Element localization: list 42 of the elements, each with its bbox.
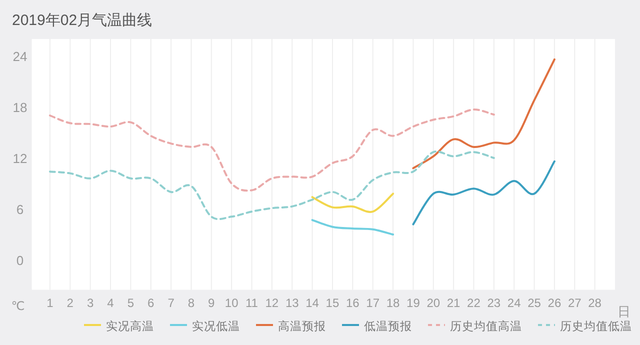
x-tick-label: 28 xyxy=(588,296,602,310)
x-tick-label: 7 xyxy=(168,296,175,310)
x-tick-label: 22 xyxy=(467,296,481,310)
y-tick-label: 18 xyxy=(12,100,28,115)
legend-label: 实况高温 xyxy=(106,319,154,333)
x-tick-label: 1 xyxy=(46,296,54,310)
legend-label: 实况低温 xyxy=(192,319,240,333)
legend-label: 历史均值高温 xyxy=(450,319,522,333)
y-tick-label: 0 xyxy=(16,253,24,268)
legend-label: 高温预报 xyxy=(278,319,326,333)
x-tick-label: 18 xyxy=(386,296,400,310)
x-axis-title: 日 xyxy=(618,304,630,319)
x-tick-label: 2 xyxy=(66,296,74,310)
x-tick-label: 14 xyxy=(306,296,320,310)
x-tick-label: 17 xyxy=(366,296,380,310)
x-tick-label: 6 xyxy=(148,296,155,310)
y-tick-label: 12 xyxy=(12,151,28,166)
x-tick-label: 10 xyxy=(224,296,239,310)
x-tick-label: 4 xyxy=(107,296,114,310)
x-tick-label: 23 xyxy=(487,296,501,310)
x-tick-label: 11 xyxy=(246,296,258,310)
y-tick-label: 24 xyxy=(12,49,28,64)
legend-label: 历史均值低温 xyxy=(560,320,632,333)
x-tick-label: 12 xyxy=(265,296,279,310)
x-tick-label: 27 xyxy=(568,296,582,310)
x-tick-label: 3 xyxy=(86,296,94,310)
x-tick-label: 13 xyxy=(285,296,300,310)
x-tick-label: 21 xyxy=(446,296,461,310)
x-tick-label: 26 xyxy=(548,296,562,310)
x-tick-label: 24 xyxy=(507,296,522,310)
x-tick-label: 16 xyxy=(346,296,360,310)
legend-label: 低温预报 xyxy=(364,320,412,333)
x-tick-label: 8 xyxy=(188,296,195,310)
x-tick-label: 25 xyxy=(528,296,542,310)
y-tick-label: 6 xyxy=(16,202,24,217)
y-axis-title: ℃ xyxy=(11,298,25,313)
x-tick-label: 9 xyxy=(208,296,216,310)
x-tick-label: 5 xyxy=(127,296,134,310)
x-tick-label: 19 xyxy=(406,296,420,310)
chart-title: 2019年02月气温曲线 xyxy=(12,12,152,29)
x-tick-label: 15 xyxy=(326,296,340,310)
x-tick-label: 20 xyxy=(426,296,440,310)
